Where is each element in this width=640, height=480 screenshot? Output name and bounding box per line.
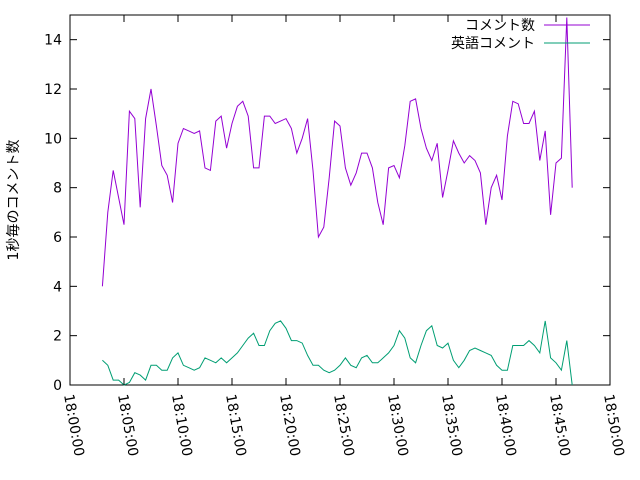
series-line-1: [101, 17, 573, 287]
series-line-2: [102, 320, 573, 386]
x-tick-label: 18:05:00: [114, 393, 141, 458]
legend-label: 英語コメント: [451, 35, 535, 52]
x-tick-label: 18:40:00: [492, 393, 519, 458]
legend-label: コメント数: [465, 18, 535, 34]
x-tick-label: 18:30:00: [384, 393, 411, 458]
plot-border: [69, 14, 611, 386]
y-tick-label: 0: [53, 378, 62, 394]
x-tick-label: 18:00:00: [60, 393, 87, 458]
y-tick-label: 10: [44, 131, 62, 147]
y-axis: 0 2 4 6 8 10 12 14: [44, 33, 610, 394]
x-tick-label: 18:20:00: [276, 393, 303, 458]
y-axis-title: 1秒毎のコメント数: [6, 140, 22, 261]
x-axis: 18:00:00 18:05:00 18:10:00 18:15:00 18:20:00…: [60, 15, 627, 458]
x-tick-label: 18:15:00: [222, 393, 249, 458]
x-tick-label: 18:10:00: [168, 393, 195, 458]
y-tick-label: 6: [53, 230, 62, 246]
x-tick-label: 18:25:00: [330, 393, 357, 458]
y-tick-label: 12: [44, 82, 62, 98]
y-tick-label: 14: [44, 33, 62, 49]
y-tick-label: 2: [53, 329, 62, 345]
plot-frame: [69, 14, 611, 386]
series-layer: [101, 17, 573, 386]
x-tick-label: 18:35:00: [438, 393, 465, 458]
y-tick-label: 4: [53, 279, 62, 295]
x-tick-label: 18:50:00: [600, 393, 627, 458]
x-tick-label: 18:45:00: [546, 393, 573, 458]
y-tick-label: 8: [53, 181, 62, 197]
